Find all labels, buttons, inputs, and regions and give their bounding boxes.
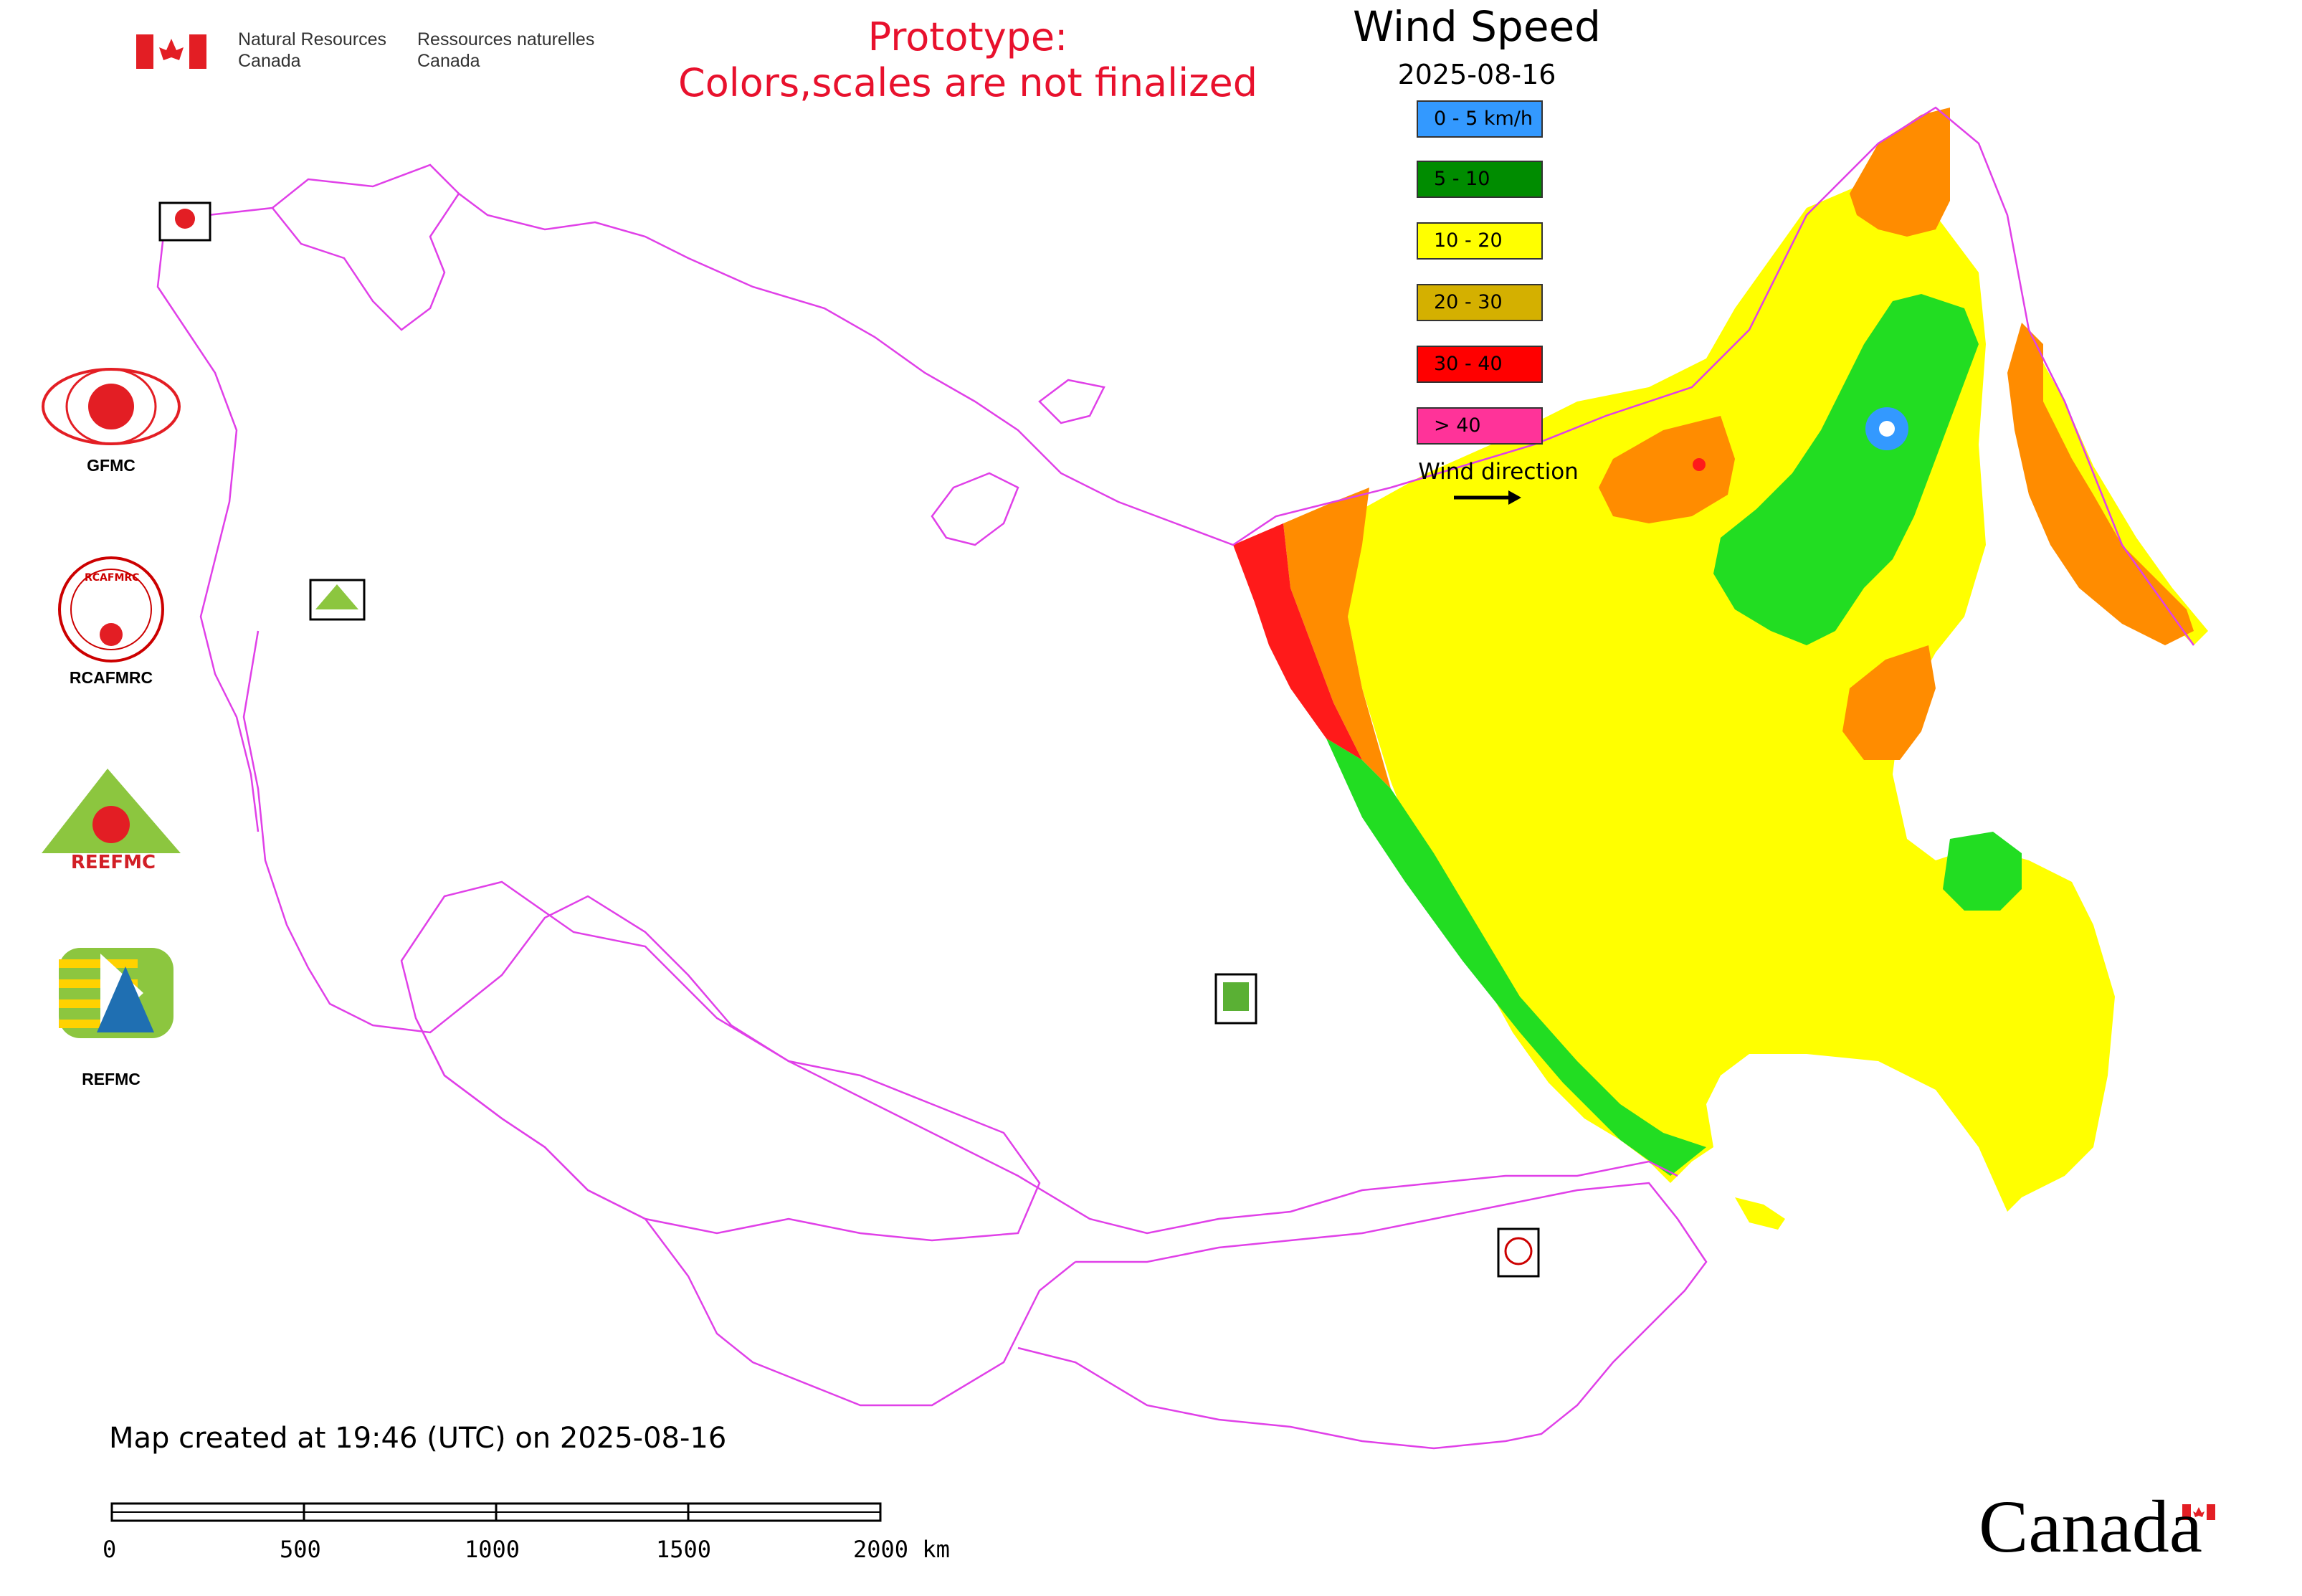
- central-asia-outline: [414, 1017, 1076, 1407]
- legend-item-20-30: 20 - 30: [1417, 284, 1543, 321]
- nrcan-en-line2: Canada: [238, 51, 301, 71]
- wind-zone-30-40-band: [1233, 523, 1362, 760]
- map-date: 2025-08-16: [1397, 59, 1556, 90]
- wind-speed-field: [1233, 108, 2208, 1230]
- wind-zone-10-20-east: [2015, 337, 2208, 645]
- wind-direction-arrow: [1454, 490, 1521, 505]
- rcafmrc-marker-icon: [1504, 1237, 1533, 1265]
- legend-label: 0 - 5 km/h: [1434, 108, 1533, 130]
- canada-wordmark: Canada: [1979, 1486, 2202, 1568]
- southern-border: [242, 630, 1678, 1235]
- scale-bar: [110, 1502, 882, 1522]
- legend-item-5-10: 5 - 10: [1417, 161, 1543, 198]
- nrcan-english: Natural Resources Canada: [238, 29, 386, 72]
- legend-item-0-5: 0 - 5 km/h: [1417, 100, 1543, 138]
- legend-label: 10 - 20: [1434, 229, 1503, 252]
- reefmc-logo-text: REEFMC: [70, 852, 156, 873]
- nrcan-french: Ressources naturelles Canada: [417, 29, 594, 72]
- legend-label: 30 - 40: [1434, 353, 1503, 375]
- gfmc-label: GFMC: [87, 456, 135, 475]
- gfmc-marker-icon: [175, 209, 195, 229]
- scale-label-500: 500: [280, 1536, 321, 1563]
- map-title: Wind Speed: [1352, 2, 1602, 51]
- wind-zone-20-30-north: [1850, 108, 1950, 237]
- refmc-label: REFMC: [82, 1070, 141, 1088]
- rcafmrc-logo: [58, 556, 164, 662]
- legend-label: > 40: [1434, 414, 1481, 437]
- scale-label-0: 0: [103, 1536, 117, 1563]
- reefmc-marker-icon: [315, 584, 358, 609]
- wind-direction-label: Wind direction: [1418, 459, 1579, 485]
- wind-zone-30-40-spot: [1693, 458, 1706, 471]
- nrcan-fr-line1: Ressources naturelles: [417, 29, 595, 49]
- country-boundaries: [156, 106, 2195, 1450]
- canada-wordmark-flag: [2182, 1504, 2215, 1520]
- refmc-logo: [59, 948, 173, 1038]
- prototype-notice-line1: Prototype:: [867, 14, 1068, 60]
- map-created-timestamp: Map created at 19:46 (UTC) on 2025-08-16: [109, 1422, 727, 1455]
- gfmc-logo: [42, 368, 181, 445]
- prototype-notice-line2: Colors,scales are not finalized: [678, 60, 1257, 105]
- legend-item-over-40: > 40: [1417, 407, 1543, 445]
- nrcan-fr-line2: Canada: [417, 51, 480, 71]
- legend-item-10-20: 10 - 20: [1417, 222, 1543, 260]
- wind-zone-5-10-south: [1943, 832, 2022, 911]
- scandinavia-outline: [272, 193, 460, 331]
- refmc-marker-icon: [1223, 982, 1249, 1011]
- wind-zone-20-30-band: [1283, 488, 1391, 789]
- wind-zone-5-10-core: [1713, 294, 1979, 645]
- wind-zone-10-20-island: [1735, 1197, 1785, 1230]
- legend-item-30-40: 30 - 40: [1417, 346, 1543, 383]
- nrcan-en-line1: Natural Resources: [238, 29, 387, 49]
- scale-label-1000: 1000: [465, 1536, 520, 1563]
- kazakhstan-outline: [400, 880, 1041, 1242]
- legend-label: 5 - 10: [1434, 168, 1490, 190]
- calm-center: [1879, 421, 1895, 437]
- wind-zone-20-30-west: [1599, 416, 1735, 523]
- canada-flag-header: [136, 34, 206, 69]
- novaya-zemlya: [931, 472, 1019, 546]
- rcafmrc-map-marker: [1497, 1227, 1540, 1278]
- reefmc-logo: [42, 769, 185, 866]
- rcafmrc-label: RCAFMRC: [69, 668, 153, 687]
- legend-label: 20 - 30: [1434, 291, 1503, 313]
- arctic-islands: [1038, 379, 1105, 424]
- wind-zone-20-30-east: [2007, 323, 2194, 645]
- scale-label-2000: 2000 km: [853, 1536, 950, 1563]
- wind-zone-10-20: [1348, 172, 2115, 1212]
- wind-zone-20-30-se: [1842, 645, 1936, 760]
- china-mongolia-outline: [1017, 1182, 1708, 1450]
- scale-label-1500: 1500: [656, 1536, 712, 1563]
- rcafmrc-logo-text: RCAFMRC: [85, 572, 140, 584]
- russia-outline: [164, 106, 2195, 646]
- wind-zone-5-10-band: [1326, 738, 1706, 1176]
- europe-outline: [156, 222, 260, 832]
